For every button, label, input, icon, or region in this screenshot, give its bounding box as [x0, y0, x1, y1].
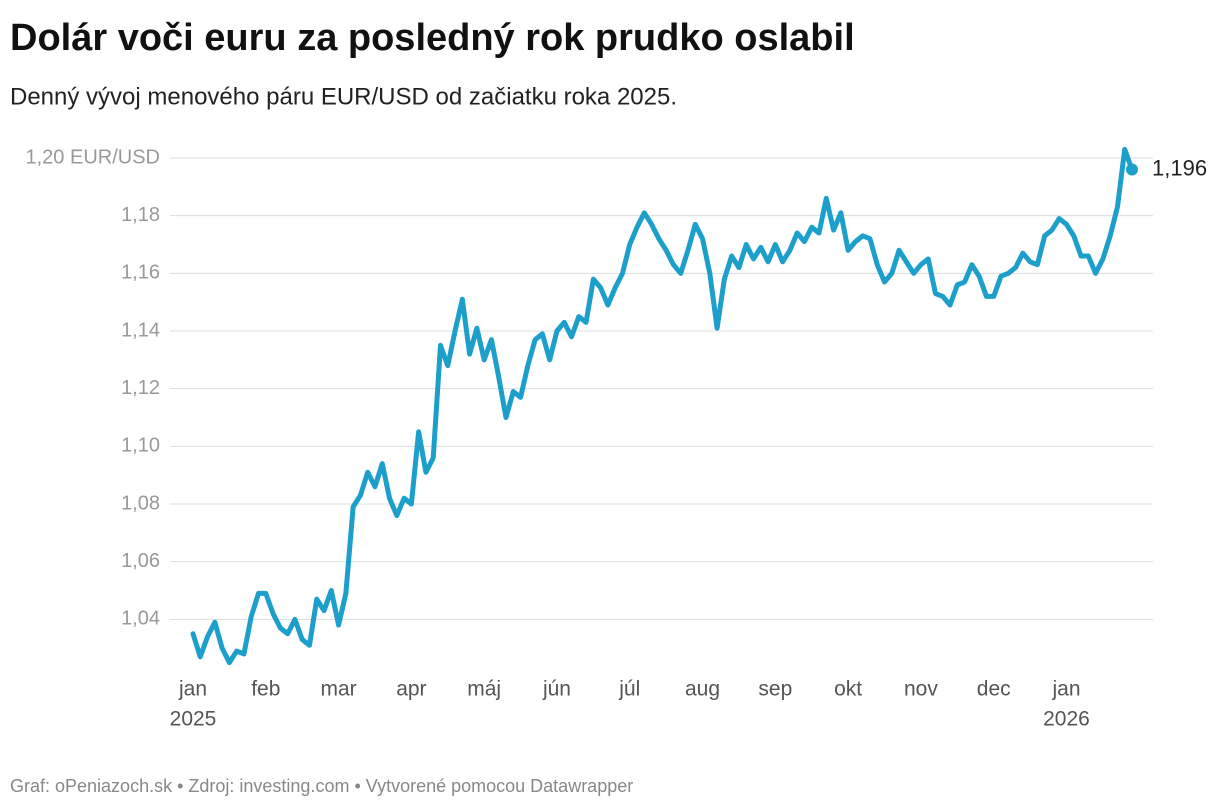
y-tick-label: 1,12 [121, 377, 160, 399]
x-tick-label: jan [1051, 678, 1080, 701]
x-tick-label: júl [618, 678, 640, 701]
x-tick-label: feb [251, 678, 280, 701]
chart-subtitle: Denný vývoj menového páru EUR/USD od zač… [10, 83, 677, 110]
end-dot [1126, 163, 1138, 176]
y-tick-label: 1,14 [121, 319, 160, 341]
chart-title: Dolár voči euru za posledný rok prudko o… [10, 17, 855, 59]
x-tick-label: aug [685, 678, 720, 701]
x-year-label: 2025 [170, 708, 217, 731]
y-tick-label: 1,08 [121, 492, 160, 514]
x-tick-label: jún [542, 678, 571, 701]
x-tick-label: máj [467, 678, 501, 701]
x-tick-label: okt [834, 678, 862, 701]
footer: Graf: oPeniazoch.sk • Zdroj: investing.c… [10, 776, 633, 796]
x-tick-label: dec [977, 678, 1011, 701]
x-tick-label: apr [396, 678, 426, 701]
y-tick-label: 1,04 [121, 608, 160, 630]
y-tick-label: 1,16 [121, 262, 160, 284]
x-year-label: 2026 [1043, 708, 1090, 731]
value-label: 1,196 [1152, 155, 1207, 180]
x-tick-label: jan [178, 678, 207, 701]
y-tick-label: 1,18 [121, 204, 160, 226]
y-tick-label: 1,20 EUR/USD [26, 146, 161, 168]
y-tick-label: 1,10 [121, 435, 160, 457]
x-tick-label: mar [320, 678, 356, 701]
y-tick-label: 1,06 [121, 550, 160, 572]
x-tick-label: sep [758, 678, 792, 701]
x-tick-label: nov [904, 678, 938, 701]
line [190, 146, 1135, 666]
